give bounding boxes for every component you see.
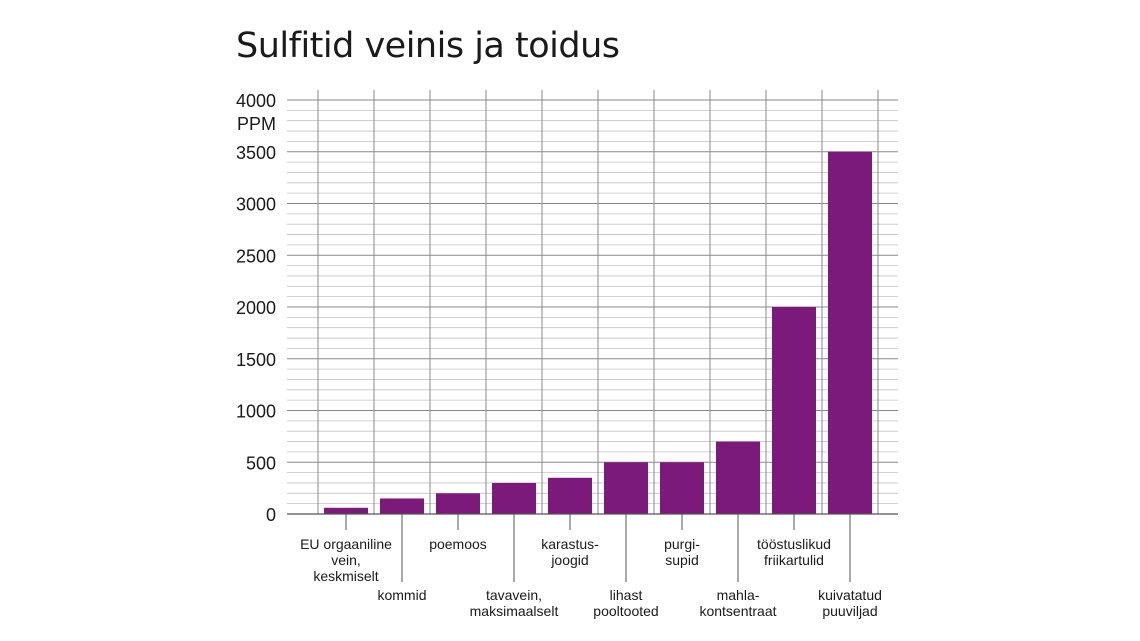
category-label: purgi- [664,536,700,552]
bar [828,151,872,514]
bar [716,441,760,514]
bar [604,462,648,514]
chart-title: Sulfitid veinis ja toidus [236,26,620,66]
y-tick-label: 1500 [236,350,276,370]
category-label: kontsentraat [699,603,776,619]
y-tick-label: 4000 [236,91,276,111]
category-label: puuviljad [822,603,877,619]
category-label: tavavein, [486,587,542,603]
bar [548,477,592,514]
category-label: supid [665,552,698,568]
bar [380,498,424,514]
labels: 0 500 1000 1500 2000 2500 3000 3500 4000 PPM EU or… [236,91,882,619]
category-label: joogid [550,552,588,568]
category-label: vein, [331,552,361,568]
y-tick-label: 3000 [236,195,276,215]
bar [492,482,536,514]
bars [324,151,872,514]
category-label: kommid [377,587,426,603]
bar [324,507,368,514]
y-tick-label: 2500 [236,246,276,266]
category-label: maksimaalselt [470,603,559,619]
y-tick-label: 1000 [236,402,276,422]
category-label: lihast [610,587,643,603]
category-label: poemoos [429,536,487,552]
axes [287,513,898,582]
category-label: friikartulid [764,552,824,568]
category-label: tööstuslikud [757,536,831,552]
y-tick-label: 3500 [236,143,276,163]
bar [660,462,704,514]
y-tick-label: 0 [266,505,276,525]
y-tick-label: 500 [246,453,276,473]
bar [436,493,480,514]
category-label: karastus- [541,536,599,552]
category-label: kuivatatud [818,587,882,603]
y-axis-unit-label: PPM [237,114,276,134]
category-label: pooltooted [593,603,658,619]
bar [772,307,816,514]
category-label: mahla- [717,587,760,603]
category-label: keskmiselt [313,568,378,584]
category-label: EU orgaaniline [300,536,392,552]
y-tick-label: 2000 [236,298,276,318]
